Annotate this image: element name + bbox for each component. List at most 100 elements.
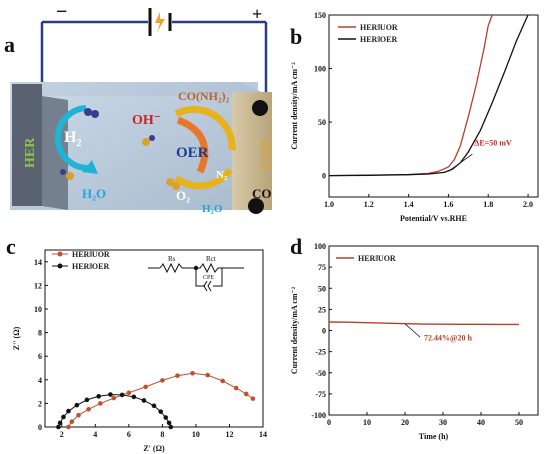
data-point-0 [143,384,148,390]
delta-pointer [448,153,473,172]
x-tick-label: 0 [327,418,331,427]
data-point-1 [158,409,164,414]
x-tick-label: 40 [477,418,485,427]
x-axis-label: Time (h) [419,432,449,441]
panel-label-d: d [290,234,302,259]
y-tick-label: 12 [34,281,42,290]
y-tick-label: 2 [38,399,42,408]
y-tick-label: 6 [38,352,42,361]
cpe-wire [195,268,223,287]
minus-sign: − [56,1,67,23]
plus-sign: + [252,4,262,24]
data-point-0 [66,424,71,430]
chart-b: b 1.0 1.2 1.4 1.6 1.8 2.0 0 50 100 150 Potential/V… [290,11,539,223]
legend-marker-0 [57,251,63,257]
x-axis-label: Z' (Ω) [143,444,165,453]
data-point-0 [233,385,239,391]
schematic-panel: − + HER UOR H2 H₂O CO(NH₂)₂ OH⁻ OER N₂ O… [4,1,274,215]
oer-cycle-arrow [174,105,236,151]
y-tick-label: -25 [315,348,326,357]
series-line-0 [68,372,254,428]
cpe-element [203,280,212,292]
data-point-0 [98,401,103,406]
y-tick-label: 75 [318,263,326,272]
data-point-0 [111,395,117,401]
y-tick-label: 10 [34,305,42,314]
panel-label-c: c [6,234,16,259]
x-tick-label: 4 [93,430,97,439]
x-tick-label: 2.0 [523,200,533,209]
y-tick-label: 14 [34,258,42,267]
data-point-1 [96,394,101,399]
cpe-label: CPE [203,275,214,281]
oer-cycle-arrow-lower [173,167,233,190]
panel-label-b: b [290,24,302,49]
y-axis-label: Current density/mA cm⁻² [290,286,299,374]
x-tick-label: 50 [515,418,523,427]
co-molecule [252,100,268,116]
data-point-1 [119,392,125,398]
legend-label-0: HERǁUOR [358,254,396,263]
x-tick-label: 10 [192,430,200,439]
retention-annotation: 72.44%@20 h [424,334,472,343]
data-point-1 [84,397,90,403]
series-line-1 [57,394,172,428]
plot-frame [44,249,264,428]
y-axis-label: Z'' (Ω) [12,326,21,350]
rs-resistor [159,262,183,274]
y-tick-label: 50 [318,118,326,127]
h2-molecule [84,108,92,116]
panel-label-a: a [4,32,15,57]
co-molecule-bottom [248,198,264,214]
h2-molecule-atom [91,110,99,118]
x-tick-label: 2 [60,430,64,439]
y-tick-label: 25 [318,305,326,314]
y-tick-label: 0 [38,423,42,432]
legend-marker-1 [57,263,63,269]
y-tick-label: 100 [314,65,326,74]
data-point-0 [220,378,226,384]
rct-label: Rct [206,255,216,263]
data-point-0 [69,419,75,424]
oh-label: OH⁻ [132,113,161,128]
o2-molecule [166,178,174,186]
y-tick-label: 100 [314,242,326,251]
oer-label: OER [176,145,209,161]
her-cycle-arrowhead [82,160,98,174]
x-tick-label: 12 [225,430,233,439]
plot-frame [328,14,539,198]
legend-label-1: HERǁOER [360,35,397,44]
y-tick-label: -50 [315,369,326,378]
co-label: CO [252,186,272,201]
x-tick-label: 1.2 [364,200,374,209]
h2-label: H2 [64,129,81,149]
data-point-1 [168,424,174,430]
data-point-0 [76,412,81,418]
series-line-0 [328,321,519,326]
delta-e-annotation: ΔE=50 mV [474,139,512,148]
data-point-1 [131,394,137,400]
rs-label: Rs [168,255,176,263]
x-tick-label: 1.4 [404,200,414,209]
x-tick-label: 6 [127,430,131,439]
data-point-1 [74,402,80,408]
y-tick-label: 150 [314,11,326,20]
data-point-1 [66,408,71,414]
y-tick-label: 50 [318,284,326,293]
x-tick-label: 1.0 [324,200,334,209]
oer-orange-arrow [176,116,209,174]
data-point-1 [163,415,169,420]
x-tick-label: 1.6 [443,200,453,209]
data-point-0 [86,407,91,412]
legend-label-0: HERǁUOR [72,250,110,259]
data-point-0 [250,396,256,401]
chart-d: d 0 10 20 30 40 50 -100 -75 -50 -25 0 25 50 75 100 Time… [290,234,539,441]
y-tick-label: 0 [322,327,326,336]
chart-c: c 2 4 6 8 10 12 14 0 2 4 6 8 10 12 14 Z' (Ω) Z'' (Ω) HERǁ… [6,234,267,453]
oh-molecule [142,138,150,146]
x-tick-label: 30 [439,418,447,427]
data-point-1 [166,420,172,426]
data-point-0 [126,390,132,396]
n2-label: N₂ [216,169,228,181]
y-tick-label: 0 [322,172,326,181]
